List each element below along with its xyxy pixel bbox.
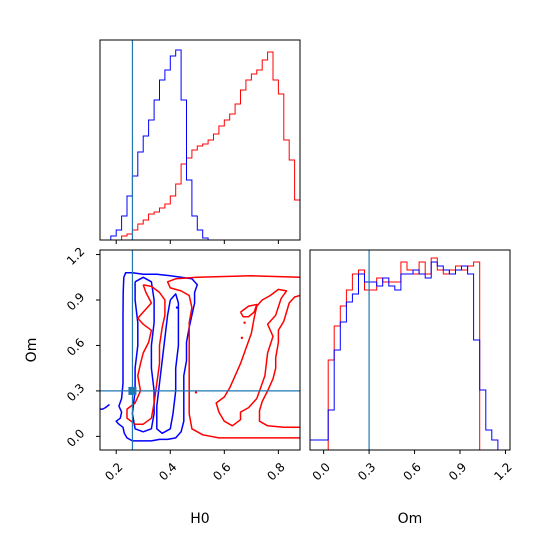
point-red-2 [194,391,198,394]
contour-red-2 [215,288,288,427]
hist-om-panel [310,250,510,450]
xlabel-om: Om [398,511,423,527]
contour-red-3 [239,303,258,318]
hist-h0-panel [100,40,300,240]
hist-h0-blue [100,49,300,240]
hist-om-blue [310,261,510,450]
contour-red-1 [258,294,300,429]
contour-blue-3 [100,403,110,410]
xlabel-h0: H0 [190,511,209,527]
contour-red-0 [166,275,300,439]
ylabel-om: Om [24,338,40,363]
frame-top [99,39,301,241]
point-red-0 [243,321,246,324]
frame-side [309,249,511,451]
point-red-1 [240,336,244,340]
frame-main [99,249,301,451]
contour-blue-2 [156,293,180,435]
contour-red-4 [126,284,166,425]
contour-blue-1 [131,276,155,433]
truth-marker [128,386,137,395]
point-blue-3 [175,306,179,309]
hist-h0-red [100,51,300,240]
contour-panel [100,250,300,450]
